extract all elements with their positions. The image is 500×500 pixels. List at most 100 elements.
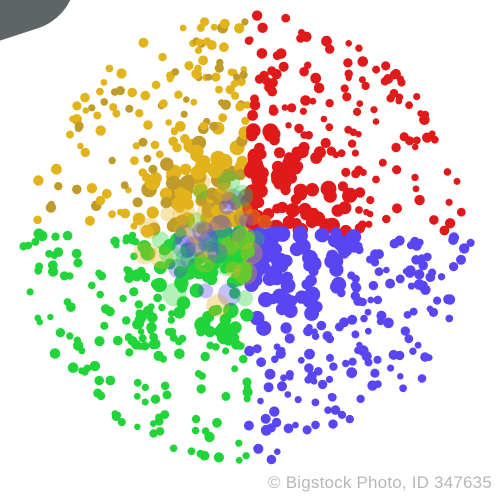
red-dot (323, 189, 337, 203)
yellow-dot (194, 64, 202, 73)
yellow-dot (210, 23, 218, 31)
yellow-dot (241, 116, 250, 126)
blue-dot (263, 382, 274, 393)
green-dot (125, 348, 134, 357)
blue-dot (373, 355, 382, 364)
red-dot (411, 143, 419, 151)
green-dot (146, 322, 157, 333)
blue-dot (419, 283, 427, 292)
blue-dot (360, 314, 368, 323)
green-dot (163, 239, 176, 252)
blue-dot (257, 397, 264, 405)
blue-dot (418, 254, 426, 263)
yellow-dot (217, 215, 230, 229)
blue-dot (403, 311, 412, 319)
green-dot (212, 343, 220, 351)
blue-dot (256, 320, 272, 336)
yellow-dot (219, 18, 230, 29)
green-dot (231, 365, 239, 373)
green-dot (169, 444, 178, 453)
blue-dot (367, 380, 378, 391)
yellow-dot (86, 183, 98, 194)
yellow-dot (209, 121, 219, 131)
blue-dot (271, 417, 282, 428)
yellow-dot (219, 42, 229, 53)
yellow-dot (77, 142, 84, 150)
red-dot (304, 61, 312, 69)
red-dot (354, 165, 364, 175)
blue-dot (317, 379, 328, 390)
yellow-dot (171, 68, 180, 76)
red-dot (345, 40, 353, 47)
blue-dot (260, 413, 271, 424)
red-dot (389, 70, 399, 79)
yellow-dot (96, 87, 104, 96)
green-dot (240, 308, 252, 321)
pale-overlay-dot (187, 236, 205, 254)
green-dot (225, 331, 240, 345)
blue-dot (272, 251, 284, 264)
red-dot (256, 48, 268, 59)
pale-overlay-dot (133, 241, 157, 265)
pale-overlay-dot (186, 212, 207, 233)
blue-dot (316, 320, 327, 331)
green-dot (242, 452, 250, 460)
pale-overlay-dot (172, 234, 196, 259)
green-dot (219, 313, 232, 326)
red-dot (271, 160, 284, 173)
green-dot (140, 272, 151, 283)
blue-dot (339, 317, 350, 328)
yellow-dot (54, 182, 63, 191)
pale-overlay-dot (236, 290, 253, 307)
green-dot (175, 228, 187, 239)
red-dot (285, 203, 300, 218)
red-dot (338, 201, 352, 215)
red-dot (439, 225, 450, 236)
pale-overlay-dot (172, 201, 196, 225)
red-dot (412, 185, 420, 193)
green-dot (242, 377, 252, 387)
red-dot (405, 136, 415, 146)
pale-overlay-dot (239, 213, 254, 228)
yellow-dot (207, 162, 224, 179)
yellow-dot (165, 119, 172, 126)
yellow-dot (220, 99, 231, 111)
blue-dot (388, 349, 399, 360)
yellow-dot (100, 79, 108, 86)
pale-overlay-dot (185, 221, 208, 244)
blue-dot (387, 364, 395, 372)
green-dot (196, 384, 206, 394)
pale-overlay-dot (221, 188, 244, 211)
green-dot (176, 296, 191, 310)
green-dot (149, 420, 157, 427)
red-dot (345, 74, 352, 82)
blue-dot (428, 307, 439, 317)
blue-dot (348, 357, 357, 366)
red-dot (358, 76, 366, 84)
yellow-dot (110, 88, 119, 96)
yellow-dot (236, 155, 248, 167)
green-dot (49, 348, 61, 359)
green-dot (223, 259, 237, 273)
yellow-dot (155, 150, 164, 159)
red-dot (287, 103, 297, 113)
blue-dot (404, 334, 414, 344)
green-dot (235, 456, 243, 464)
red-dot (429, 215, 439, 225)
blue-dot (256, 357, 266, 368)
pale-overlay-dot (193, 173, 211, 191)
blue-dot (289, 242, 304, 257)
yellow-dot (158, 52, 167, 62)
green-dot (229, 321, 242, 334)
blue-dot (311, 332, 320, 341)
blue-dot (449, 262, 459, 272)
green-dot (66, 332, 74, 340)
yellow-dot (239, 70, 248, 79)
red-dot (313, 82, 325, 94)
blue-dot (286, 295, 298, 307)
blue-dot (459, 243, 470, 254)
green-dot (180, 242, 196, 258)
green-dot (242, 262, 253, 274)
blue-dot (368, 280, 379, 291)
yellow-dot (140, 90, 151, 101)
